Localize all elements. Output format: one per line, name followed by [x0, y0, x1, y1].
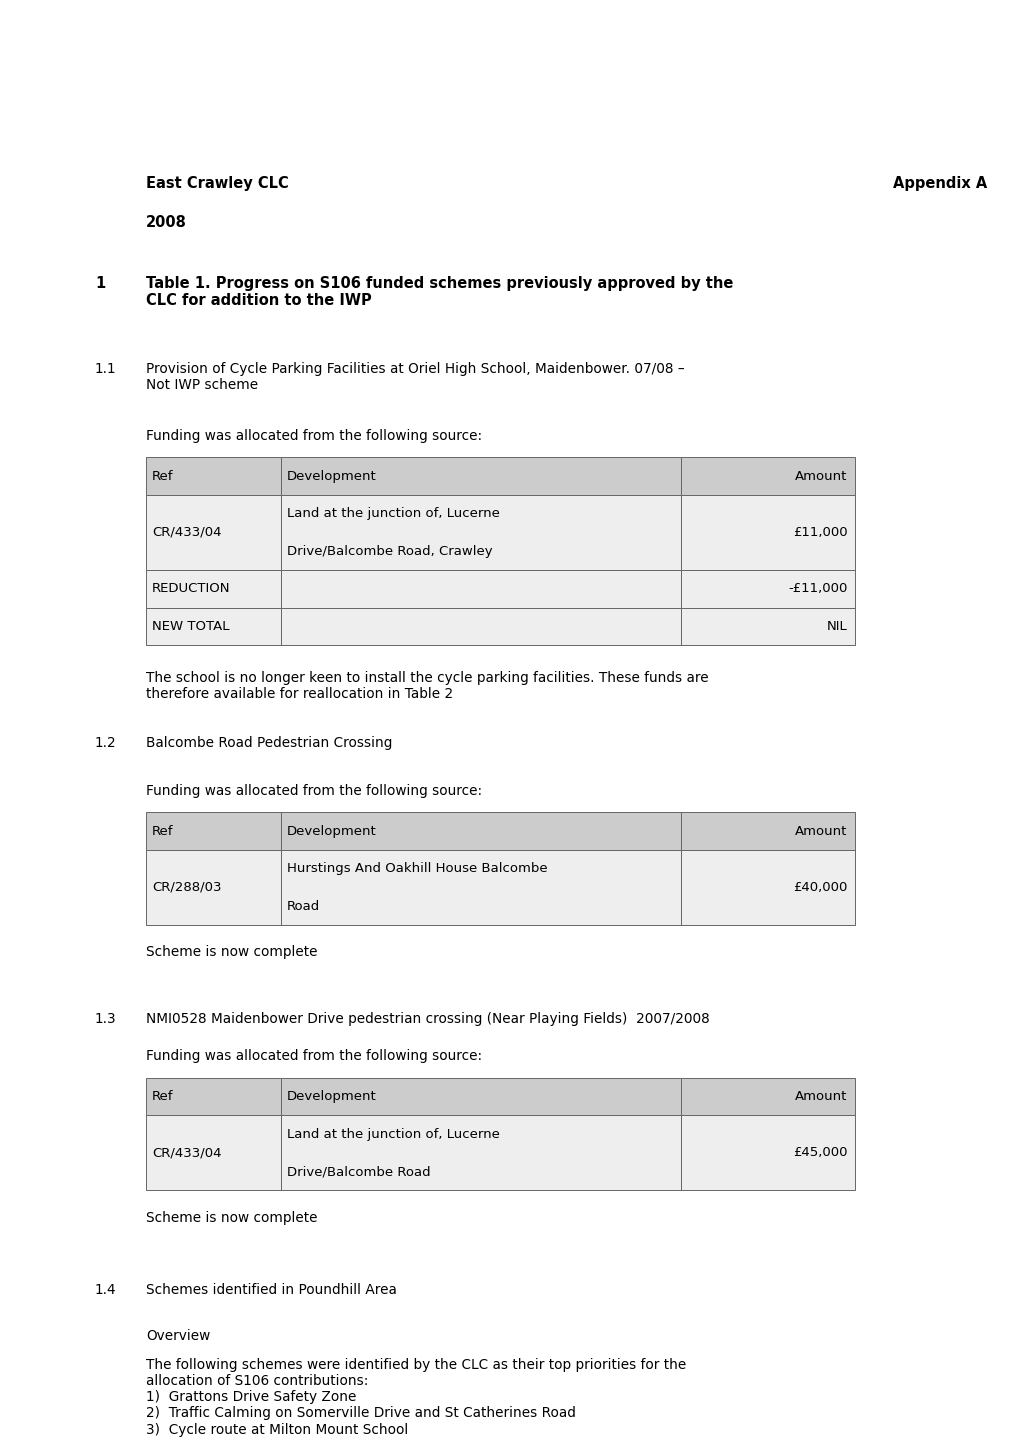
Text: CR/433/04: CR/433/04: [152, 525, 221, 540]
Text: Development: Development: [286, 469, 376, 483]
Bar: [681, 812, 854, 850]
Text: NMI0528 Maidenbower Drive pedestrian crossing (Near Playing Fields)  2007/2008: NMI0528 Maidenbower Drive pedestrian cro…: [146, 1012, 709, 1026]
Text: Drive/Balcombe Road, Crawley: Drive/Balcombe Road, Crawley: [286, 544, 492, 558]
Text: CR/433/04: CR/433/04: [152, 1146, 221, 1160]
Text: Amount: Amount: [795, 469, 847, 483]
Bar: [681, 457, 854, 495]
Text: Scheme is now complete: Scheme is now complete: [146, 1211, 317, 1225]
Text: Ref: Ref: [152, 824, 173, 838]
Text: Overview: Overview: [146, 1329, 210, 1343]
Bar: [280, 495, 681, 570]
Bar: [681, 1078, 854, 1115]
Text: Scheme is now complete: Scheme is now complete: [146, 945, 317, 960]
Text: Hurstings And Oakhill House Balcombe: Hurstings And Oakhill House Balcombe: [286, 861, 547, 876]
Text: Balcombe Road Pedestrian Crossing: Balcombe Road Pedestrian Crossing: [146, 736, 392, 750]
Text: REDUCTION: REDUCTION: [152, 582, 230, 596]
Text: 2008: 2008: [146, 215, 186, 229]
Text: 1.4: 1.4: [95, 1283, 116, 1297]
Text: Land at the junction of, Lucerne: Land at the junction of, Lucerne: [286, 1127, 499, 1141]
Text: NEW TOTAL: NEW TOTAL: [152, 619, 229, 633]
Bar: [146, 812, 280, 850]
Text: The following schemes were identified by the CLC as their top priorities for the: The following schemes were identified by…: [146, 1358, 686, 1437]
Text: The school is no longer keen to install the cycle parking facilities. These fund: The school is no longer keen to install …: [146, 671, 708, 701]
Text: NIL: NIL: [826, 619, 847, 633]
Text: Drive/Balcombe Road: Drive/Balcombe Road: [286, 1165, 430, 1179]
Bar: [280, 1115, 681, 1190]
Text: CR/288/03: CR/288/03: [152, 880, 221, 895]
Text: 1.1: 1.1: [95, 362, 116, 377]
Text: £40,000: £40,000: [793, 880, 847, 895]
Text: Schemes identified in Poundhill Area: Schemes identified in Poundhill Area: [146, 1283, 396, 1297]
Text: Development: Development: [286, 1089, 376, 1104]
Bar: [280, 812, 681, 850]
Bar: [681, 608, 854, 645]
Text: 1.2: 1.2: [95, 736, 116, 750]
Bar: [280, 850, 681, 925]
Text: Development: Development: [286, 824, 376, 838]
Text: Amount: Amount: [795, 824, 847, 838]
Bar: [146, 1115, 280, 1190]
Bar: [681, 1115, 854, 1190]
Text: -£11,000: -£11,000: [788, 582, 847, 596]
Text: £11,000: £11,000: [792, 525, 847, 540]
Bar: [681, 850, 854, 925]
Bar: [681, 495, 854, 570]
Text: Funding was allocated from the following source:: Funding was allocated from the following…: [146, 429, 482, 443]
Text: Funding was allocated from the following source:: Funding was allocated from the following…: [146, 1049, 482, 1063]
Bar: [146, 1078, 280, 1115]
Text: Table 1. Progress on S106 funded schemes previously approved by the
CLC for addi: Table 1. Progress on S106 funded schemes…: [146, 276, 733, 307]
Bar: [280, 608, 681, 645]
Text: Funding was allocated from the following source:: Funding was allocated from the following…: [146, 784, 482, 798]
Text: 1.3: 1.3: [95, 1012, 116, 1026]
Bar: [146, 457, 280, 495]
Text: £45,000: £45,000: [793, 1146, 847, 1160]
Text: Land at the junction of, Lucerne: Land at the junction of, Lucerne: [286, 506, 499, 521]
Text: Road: Road: [286, 899, 320, 913]
Text: Ref: Ref: [152, 1089, 173, 1104]
Bar: [146, 495, 280, 570]
Bar: [146, 850, 280, 925]
Bar: [280, 1078, 681, 1115]
Text: Appendix A: Appendix A: [893, 176, 986, 190]
Bar: [146, 608, 280, 645]
Bar: [146, 570, 280, 608]
Text: 1: 1: [95, 276, 105, 290]
Bar: [280, 457, 681, 495]
Text: East Crawley CLC: East Crawley CLC: [146, 176, 288, 190]
Text: Amount: Amount: [795, 1089, 847, 1104]
Text: Ref: Ref: [152, 469, 173, 483]
Bar: [280, 570, 681, 608]
Text: Provision of Cycle Parking Facilities at Oriel High School, Maidenbower. 07/08 –: Provision of Cycle Parking Facilities at…: [146, 362, 684, 392]
Bar: [681, 570, 854, 608]
